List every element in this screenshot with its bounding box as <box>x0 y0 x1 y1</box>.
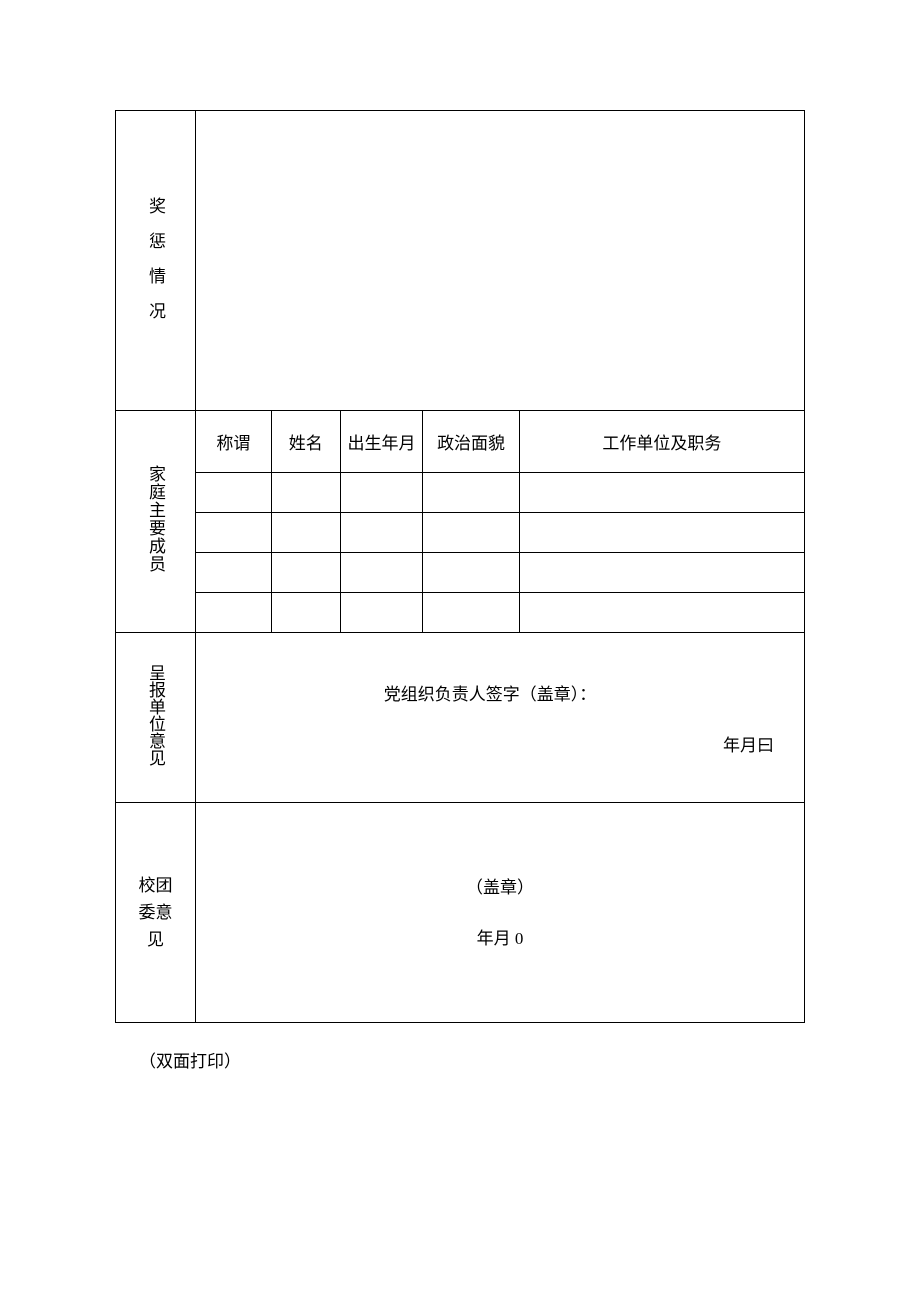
committee-row: 校团 委意 见 （盖章） 年月 0 <box>116 803 805 1023</box>
committee-label-cell: 校团 委意 见 <box>116 803 196 1023</box>
family-cell-name <box>271 473 340 513</box>
report-content-cell: 党组织负责人签字（盖章）： 年月曰 <box>196 633 805 803</box>
report-label-cell: 呈报单位意见 <box>116 633 196 803</box>
rewards-row: 奖惩情况 <box>116 111 805 411</box>
family-cell-birth <box>340 473 423 513</box>
rewards-content <box>196 111 805 411</box>
family-cell-workplace <box>519 593 804 633</box>
family-cell-name <box>271 513 340 553</box>
family-cell-name <box>271 553 340 593</box>
family-label: 家庭主要成员 <box>143 465 168 573</box>
committee-content-cell: （盖章） 年月 0 <box>196 803 805 1023</box>
family-cell-relation <box>196 553 272 593</box>
form-table: 奖惩情况 家庭主要成员 称谓 姓名 出生年月 政治面貌 工作单位及职务 <box>115 110 805 1023</box>
family-header-political: 政治面貌 <box>423 411 519 473</box>
committee-label: 校团 委意 见 <box>116 872 195 954</box>
family-cell-relation <box>196 513 272 553</box>
family-cell-birth <box>340 513 423 553</box>
family-cell-political <box>423 473 519 513</box>
committee-seal-label: （盖章） <box>206 873 794 898</box>
family-header-name: 姓名 <box>271 411 340 473</box>
rewards-label: 奖惩情况 <box>143 179 168 337</box>
family-header-row: 家庭主要成员 称谓 姓名 出生年月 政治面貌 工作单位及职务 <box>116 411 805 473</box>
family-cell-political <box>423 553 519 593</box>
report-label: 呈报单位意见 <box>143 664 168 766</box>
rewards-label-cell: 奖惩情况 <box>116 111 196 411</box>
table-row <box>116 513 805 553</box>
family-label-cell: 家庭主要成员 <box>116 411 196 633</box>
family-cell-birth <box>340 593 423 633</box>
family-cell-name <box>271 593 340 633</box>
report-signature-label: 党组织负责人签字（盖章）： <box>206 680 774 705</box>
table-row <box>116 593 805 633</box>
family-cell-workplace <box>519 553 804 593</box>
family-cell-political <box>423 593 519 633</box>
family-cell-relation <box>196 593 272 633</box>
family-cell-birth <box>340 553 423 593</box>
family-cell-relation <box>196 473 272 513</box>
report-date-label: 年月曰 <box>206 731 774 756</box>
family-header-relation: 称谓 <box>196 411 272 473</box>
footer-note: （双面打印） <box>115 1047 805 1072</box>
committee-date-label: 年月 0 <box>206 924 794 949</box>
table-row <box>116 553 805 593</box>
family-header-birth: 出生年月 <box>340 411 423 473</box>
family-header-workplace: 工作单位及职务 <box>519 411 804 473</box>
family-cell-workplace <box>519 513 804 553</box>
table-row <box>116 473 805 513</box>
report-row: 呈报单位意见 党组织负责人签字（盖章）： 年月曰 <box>116 633 805 803</box>
family-cell-political <box>423 513 519 553</box>
family-cell-workplace <box>519 473 804 513</box>
